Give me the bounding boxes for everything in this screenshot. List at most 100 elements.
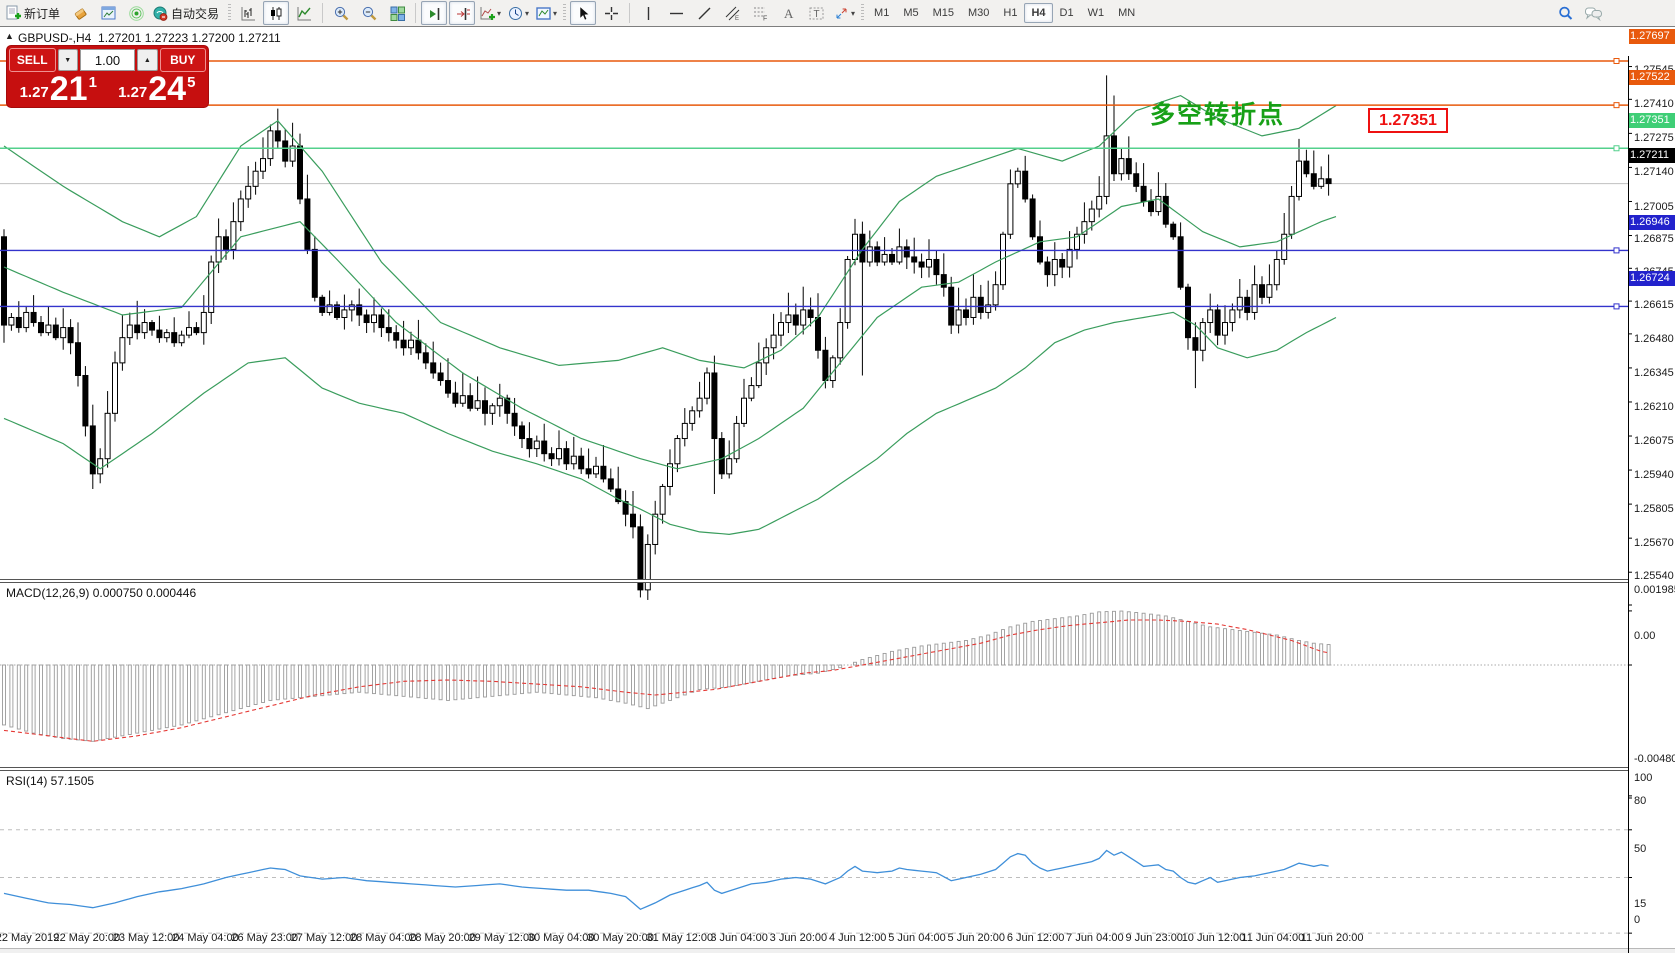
candle-body[interactable] xyxy=(874,246,881,263)
candle-body[interactable] xyxy=(667,463,673,487)
tile-windows-button[interactable] xyxy=(384,1,410,25)
candle-body[interactable] xyxy=(1162,195,1169,225)
candle-body[interactable] xyxy=(230,221,237,250)
candle-body[interactable] xyxy=(533,440,540,450)
candle-body[interactable] xyxy=(792,314,799,326)
candle-body[interactable] xyxy=(134,324,141,334)
candle-body[interactable] xyxy=(822,349,829,382)
candle-body[interactable] xyxy=(718,438,725,475)
candle-body[interactable] xyxy=(430,362,437,374)
candle-body[interactable] xyxy=(615,488,622,503)
crosshair-button[interactable] xyxy=(598,1,624,25)
candle-body[interactable] xyxy=(526,438,533,450)
candle-body[interactable] xyxy=(652,513,659,545)
candle-body[interactable] xyxy=(52,324,59,339)
candle-body[interactable] xyxy=(489,405,496,414)
candle-body[interactable] xyxy=(452,392,459,404)
chart-canvas[interactable] xyxy=(0,28,1675,953)
candle-body[interactable] xyxy=(178,334,185,344)
candle-body[interactable] xyxy=(1318,178,1325,187)
candle-body[interactable] xyxy=(356,304,363,316)
candle-body[interactable] xyxy=(696,397,703,412)
dropdown-caret-icon[interactable]: ▾ xyxy=(525,8,530,18)
candle-body[interactable] xyxy=(186,327,192,336)
text-label-button[interactable]: T xyxy=(803,1,829,25)
timeframe-button-h1[interactable]: H1 xyxy=(1003,7,1018,19)
candle-body[interactable] xyxy=(600,465,607,480)
candle-body[interactable] xyxy=(459,395,466,404)
candle-body[interactable] xyxy=(1,236,7,326)
candle-body[interactable] xyxy=(800,309,807,326)
candle-body[interactable] xyxy=(770,334,777,349)
candle-body[interactable] xyxy=(82,374,89,427)
candle-body[interactable] xyxy=(519,425,525,440)
candle-body[interactable] xyxy=(903,246,910,258)
candle-body[interactable] xyxy=(126,324,133,339)
candle-body[interactable] xyxy=(408,339,414,349)
candle-body[interactable] xyxy=(622,501,629,515)
timeframe-button-d1[interactable]: D1 xyxy=(1059,7,1074,19)
candle-body[interactable] xyxy=(237,198,244,223)
candle-body[interactable] xyxy=(815,316,821,351)
candle-body[interactable] xyxy=(541,440,548,455)
sell-button[interactable]: SELL xyxy=(9,48,56,72)
candle-body[interactable] xyxy=(1185,286,1191,339)
candle-body[interactable] xyxy=(334,304,340,318)
candle-body[interactable] xyxy=(1222,322,1228,336)
candle-body[interactable] xyxy=(104,412,111,460)
candle-body[interactable] xyxy=(1192,337,1199,351)
candle-body[interactable] xyxy=(763,347,770,364)
candle-body[interactable] xyxy=(363,314,370,324)
candle-body[interactable] xyxy=(644,543,651,591)
volume-input[interactable]: 1.00 xyxy=(79,49,136,71)
candle-body[interactable] xyxy=(593,465,599,475)
bollinger-upper-band[interactable] xyxy=(3,94,1337,369)
candle-body[interactable] xyxy=(1259,284,1265,298)
candle-body[interactable] xyxy=(319,296,326,313)
candle-body[interactable] xyxy=(97,458,104,475)
candle-body[interactable] xyxy=(918,261,925,268)
candle-body[interactable] xyxy=(38,322,44,334)
candle-body[interactable] xyxy=(1066,248,1073,268)
candle-body[interactable] xyxy=(1029,198,1036,238)
candle-body[interactable] xyxy=(1118,158,1125,175)
candle-body[interactable] xyxy=(674,438,681,465)
candle-body[interactable] xyxy=(75,342,81,376)
candle-body[interactable] xyxy=(585,468,592,475)
bollinger-lower-band[interactable] xyxy=(3,311,1337,536)
volume-up-button[interactable]: ▲ xyxy=(137,49,158,71)
candle-body[interactable] xyxy=(659,485,666,515)
candle-body[interactable] xyxy=(326,304,333,313)
candle-body[interactable] xyxy=(141,322,148,334)
hline-end-marker[interactable] xyxy=(1613,58,1620,64)
candle-body[interactable] xyxy=(112,362,118,414)
candle-body[interactable] xyxy=(467,395,474,409)
candle-body[interactable] xyxy=(1266,284,1273,298)
candle-body[interactable] xyxy=(1207,309,1214,324)
candle-body[interactable] xyxy=(297,145,303,200)
timeframe-button-m30[interactable]: M30 xyxy=(968,7,990,19)
candle-body[interactable] xyxy=(60,327,67,339)
candle-body[interactable] xyxy=(304,198,311,250)
candle-body[interactable] xyxy=(1022,170,1029,200)
auto-scroll-button[interactable] xyxy=(421,1,448,25)
candle-body[interactable] xyxy=(193,327,200,334)
candle-body[interactable] xyxy=(807,309,814,318)
candle-body[interactable] xyxy=(992,284,999,306)
pane-resize-handle-rsi[interactable] xyxy=(0,767,1628,771)
candle-body[interactable] xyxy=(1096,195,1103,210)
candle-body[interactable] xyxy=(963,309,969,318)
candle-body[interactable] xyxy=(67,327,74,344)
candle-body[interactable] xyxy=(371,314,377,324)
candle-body[interactable] xyxy=(985,304,992,313)
hline-end-marker[interactable] xyxy=(1613,102,1620,109)
hline-end-marker[interactable] xyxy=(1613,303,1620,310)
vertical-line-button[interactable] xyxy=(635,1,661,25)
candle-body[interactable] xyxy=(311,248,318,298)
candle-body[interactable] xyxy=(1037,236,1043,263)
arrows-button[interactable]: ▾ xyxy=(831,1,857,25)
candle-body[interactable] xyxy=(1170,223,1177,238)
candle-body[interactable] xyxy=(1251,284,1258,313)
candle-body[interactable] xyxy=(215,236,222,263)
chart-annotation-text[interactable]: 多空转折点 xyxy=(1150,101,1286,129)
